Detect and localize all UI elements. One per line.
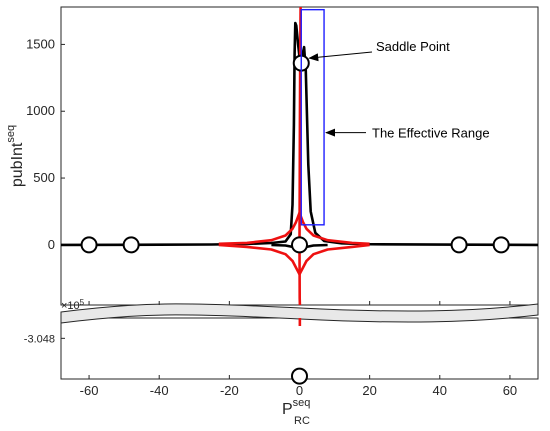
x-tick-label-2: -20 xyxy=(220,383,239,398)
axis-break-band xyxy=(60,303,539,324)
x-axis-label-base: P xyxy=(282,401,293,418)
y-tick-label-lower-0: -3.048 xyxy=(24,333,55,345)
x-tick-label-0: -60 xyxy=(80,383,99,398)
y-axis-label: pubIntseq xyxy=(5,125,26,187)
x-tick-label-4: 20 xyxy=(362,383,376,398)
marker-upper-4 xyxy=(492,236,510,254)
series-1-segment-2 xyxy=(298,6,302,305)
x-axis-label: Pseq xyxy=(282,397,310,418)
marker-upper-3 xyxy=(450,236,468,254)
x-tick-label-1: -40 xyxy=(150,383,169,398)
saddle-point-arrow xyxy=(308,51,373,62)
x-tick-label-5: 40 xyxy=(433,383,447,398)
x-tick-label-6: 60 xyxy=(503,383,517,398)
lower-multiplier-base: ×10 xyxy=(61,300,80,312)
y-axis-label-base: pubInt xyxy=(9,142,26,187)
overlay: Saddle Point The Effective Range xyxy=(300,8,490,226)
x-axis-label-sub: RC xyxy=(294,415,310,427)
y-tick-label-upper-1: 500 xyxy=(33,170,55,185)
marker-upper-2 xyxy=(291,236,308,254)
x-axis-label-sup: seq xyxy=(293,397,311,409)
lower-multiplier: ×105 xyxy=(61,298,85,312)
marker-upper-0 xyxy=(80,236,98,254)
effective-range-box xyxy=(300,8,325,226)
y-tick-label-upper-0: 0 xyxy=(48,237,55,252)
marker-upper-1 xyxy=(122,236,140,254)
effective-range-label: The Effective Range xyxy=(372,126,490,141)
lower-multiplier-exp: 5 xyxy=(80,298,85,307)
x-tick-label-3: 0 xyxy=(296,383,303,398)
marker-lower-0 xyxy=(291,367,308,385)
y-tick-label-upper-2: 1000 xyxy=(26,103,55,118)
saddle-point-label: Saddle Point xyxy=(376,39,450,54)
y-axis-label-sup: seq xyxy=(5,125,17,143)
y-tick-label-upper-3: 1500 xyxy=(26,36,55,51)
